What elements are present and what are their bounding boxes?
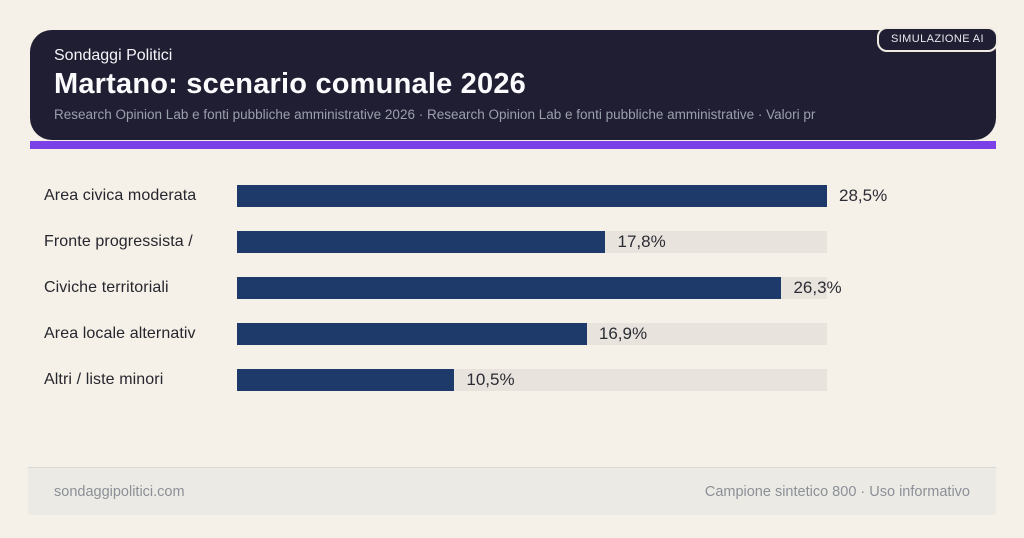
bar-track: 10,5%: [237, 369, 827, 391]
chart-row: Area civica moderata 28,5%: [44, 173, 984, 219]
bar-track: 17,8%: [237, 231, 827, 253]
bar-fill: [237, 185, 827, 207]
source-subtitle: Research Opinion Lab e fonti pubbliche a…: [54, 107, 816, 123]
bar-fill: [237, 277, 782, 299]
bar-track: 16,9%: [237, 323, 827, 345]
footer-site-url: sondaggipolitici.com: [54, 483, 185, 500]
bar-value-label: 16,9%: [598, 324, 648, 343]
simulation-badge: SIMULAZIONE AI: [876, 27, 998, 52]
bar-fill: [237, 231, 606, 253]
bar-value-label: 10,5%: [466, 370, 515, 389]
chart-row: Altri / liste minori 10,5%: [44, 357, 984, 403]
bar-category-label: Altri / liste minori: [44, 371, 164, 388]
page-title: Martano: scenario comunale 2026: [54, 68, 526, 100]
bar-track: 28,5%: [237, 185, 887, 207]
bar-category-label: Fronte progressista /: [44, 233, 193, 250]
bar-value-label: 26,3%: [793, 278, 842, 297]
brand-label: Sondaggi Politici: [54, 47, 173, 64]
chart-row: Fronte progressista / 17,8%: [44, 219, 984, 265]
bar-track: 26,3%: [237, 277, 842, 299]
chart-row: Area locale alternativ 16,9%: [44, 311, 984, 357]
bar-value-label: 17,8%: [617, 232, 666, 251]
bar-fill: [237, 369, 455, 391]
footer-sample-note: Campione sintetico 800 · Uso informativo: [704, 483, 970, 500]
accent-divider: [30, 141, 996, 149]
bar-category-label: Area civica moderata: [44, 187, 197, 204]
header-card: Sondaggi Politici Martano: scenario comu…: [30, 30, 996, 140]
bar-category-label: Area locale alternativ: [44, 325, 196, 342]
bar-value-label: 28,5%: [839, 186, 888, 205]
bar-chart: Area civica moderata 28,5% Fronte progress…: [44, 173, 984, 403]
bar-category-label: Civiche territoriali: [44, 279, 169, 296]
bar-fill: [237, 323, 587, 345]
footer-bar: sondaggipolitici.com Campione sintetico …: [28, 467, 996, 515]
chart-row: Civiche territoriali 26,3%: [44, 265, 984, 311]
